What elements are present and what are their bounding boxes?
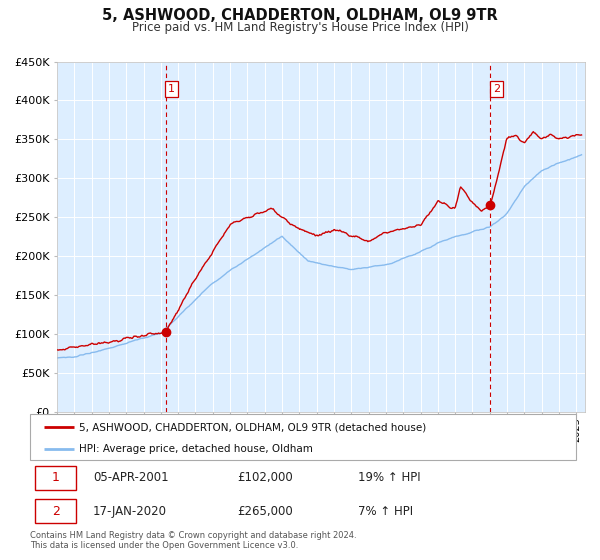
Text: 5, ASHWOOD, CHADDERTON, OLDHAM, OL9 9TR (detached house): 5, ASHWOOD, CHADDERTON, OLDHAM, OL9 9TR … — [79, 422, 427, 432]
Text: 17-JAN-2020: 17-JAN-2020 — [93, 505, 167, 517]
Text: Price paid vs. HM Land Registry's House Price Index (HPI): Price paid vs. HM Land Registry's House … — [131, 21, 469, 34]
Text: 1: 1 — [168, 84, 175, 94]
FancyBboxPatch shape — [30, 414, 576, 460]
Text: 1: 1 — [52, 472, 60, 484]
Text: HPI: Average price, detached house, Oldham: HPI: Average price, detached house, Oldh… — [79, 444, 313, 454]
Text: 2: 2 — [52, 505, 60, 517]
Text: 2: 2 — [493, 84, 500, 94]
Text: 7% ↑ HPI: 7% ↑ HPI — [358, 505, 413, 517]
FancyBboxPatch shape — [35, 500, 76, 523]
Text: Contains HM Land Registry data © Crown copyright and database right 2024.: Contains HM Land Registry data © Crown c… — [30, 531, 356, 540]
Text: This data is licensed under the Open Government Licence v3.0.: This data is licensed under the Open Gov… — [30, 541, 298, 550]
Text: £265,000: £265,000 — [238, 505, 293, 517]
Text: 19% ↑ HPI: 19% ↑ HPI — [358, 472, 420, 484]
Text: £102,000: £102,000 — [238, 472, 293, 484]
FancyBboxPatch shape — [35, 466, 76, 490]
Text: 5, ASHWOOD, CHADDERTON, OLDHAM, OL9 9TR: 5, ASHWOOD, CHADDERTON, OLDHAM, OL9 9TR — [102, 8, 498, 24]
Text: 05-APR-2001: 05-APR-2001 — [93, 472, 169, 484]
